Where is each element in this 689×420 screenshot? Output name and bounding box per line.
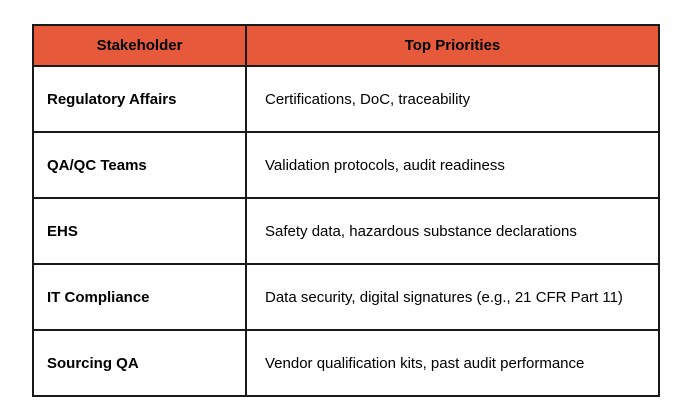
column-header-top-priorities: Top Priorities [245, 24, 660, 67]
stakeholder-cell: Sourcing QA [32, 329, 247, 397]
table-row: Regulatory Affairs Certifications, DoC, … [32, 65, 660, 133]
table-row: QA/QC Teams Validation protocols, audit … [32, 131, 660, 199]
priorities-cell: Vendor qualification kits, past audit pe… [245, 329, 660, 397]
table-row: EHS Safety data, hazardous substance dec… [32, 197, 660, 265]
table-row: IT Compliance Data security, digital sig… [32, 263, 660, 331]
stakeholder-cell: IT Compliance [32, 263, 247, 331]
priorities-cell: Safety data, hazardous substance declara… [245, 197, 660, 265]
priorities-cell: Certifications, DoC, traceability [245, 65, 660, 133]
table-row: Sourcing QA Vendor qualification kits, p… [32, 329, 660, 397]
stakeholder-cell: EHS [32, 197, 247, 265]
stakeholder-cell: QA/QC Teams [32, 131, 247, 199]
priorities-cell: Validation protocols, audit readiness [245, 131, 660, 199]
stakeholder-priorities-table: Stakeholder Top Priorities Regulatory Af… [32, 24, 660, 397]
priorities-cell: Data security, digital signatures (e.g.,… [245, 263, 660, 331]
stakeholder-cell: Regulatory Affairs [32, 65, 247, 133]
column-header-stakeholder: Stakeholder [32, 24, 247, 67]
table-header-row: Stakeholder Top Priorities [32, 24, 660, 67]
